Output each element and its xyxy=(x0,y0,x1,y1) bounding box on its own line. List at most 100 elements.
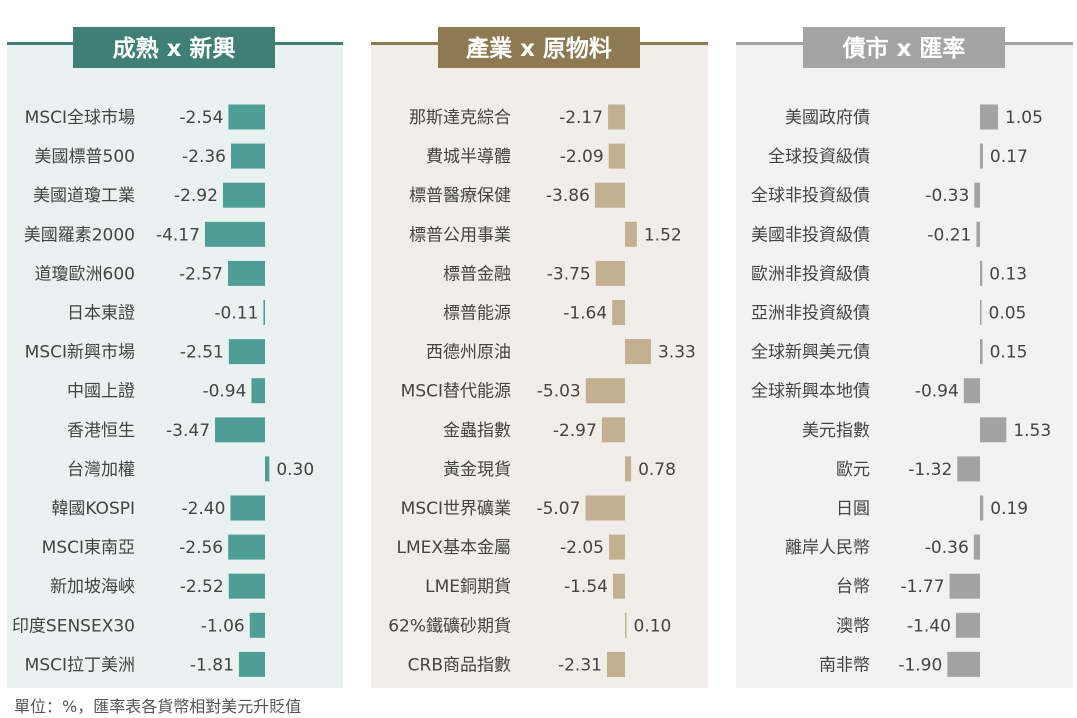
category-label: LMEX基本金屬 xyxy=(396,538,511,558)
value-label: -1.81 xyxy=(190,655,234,675)
panel-title-box xyxy=(803,27,1005,68)
bar xyxy=(585,378,625,404)
bar xyxy=(230,495,265,521)
value-label: -2.36 xyxy=(182,147,226,167)
bar xyxy=(625,339,651,365)
value-label: 1.52 xyxy=(644,225,682,245)
value-label: -2.97 xyxy=(553,421,597,441)
value-label: -3.86 xyxy=(546,186,590,206)
bar xyxy=(612,573,625,599)
value-label: 1.53 xyxy=(1013,421,1051,441)
category-label: 南非幣 xyxy=(819,655,870,675)
bar xyxy=(949,573,980,599)
bar xyxy=(976,221,980,247)
category-label: 美國政府債 xyxy=(785,108,870,128)
category-label: 日圓 xyxy=(836,499,870,519)
bar xyxy=(249,612,265,638)
bar xyxy=(227,260,265,286)
category-label: 日本東證 xyxy=(67,304,135,324)
value-label: 3.33 xyxy=(658,343,696,363)
category-label: LME銅期貨 xyxy=(425,577,511,597)
value-label: -1.40 xyxy=(907,616,951,636)
value-label: -1.06 xyxy=(201,616,245,636)
bar xyxy=(980,339,983,365)
bar xyxy=(980,417,1007,443)
category-label: 離岸人民幣 xyxy=(785,538,870,558)
bar xyxy=(606,651,625,677)
value-label: -1.90 xyxy=(898,655,942,675)
category-label: MSCI拉丁美洲 xyxy=(25,655,135,675)
category-label: 標普醫療保健 xyxy=(409,186,511,206)
bar xyxy=(204,221,265,247)
category-label: 香港恒生 xyxy=(67,421,135,441)
bar xyxy=(595,260,625,286)
panel-background xyxy=(736,44,1073,688)
bar xyxy=(955,612,980,638)
category-label: 澳幣 xyxy=(836,616,870,636)
bar xyxy=(980,495,984,521)
category-label: 全球新興美元債 xyxy=(751,343,870,363)
category-label: 韓國KOSPI xyxy=(51,499,135,519)
bar xyxy=(980,260,983,286)
value-label: -2.09 xyxy=(560,147,604,167)
value-label: -3.47 xyxy=(166,421,210,441)
category-label: 亞洲非投資級債 xyxy=(751,304,870,324)
panel-title: 成熟 x 新興 xyxy=(113,35,236,62)
category-label: 歐洲非投資級債 xyxy=(751,264,870,284)
value-label: -2.56 xyxy=(179,538,223,558)
value-label: -0.21 xyxy=(927,225,971,245)
value-label: 0.30 xyxy=(276,460,314,480)
value-label: -3.75 xyxy=(547,264,591,284)
bar xyxy=(947,651,980,677)
category-label: 美國羅素2000 xyxy=(24,225,135,245)
value-label: -2.31 xyxy=(558,655,602,675)
value-label: -1.32 xyxy=(908,460,952,480)
bar xyxy=(980,104,999,130)
category-label: MSCI替代能源 xyxy=(401,382,511,402)
value-label: -0.11 xyxy=(214,304,258,324)
category-label: CRB商品指數 xyxy=(408,655,511,675)
footnote: 單位：%，匯率表各貨幣相對美元升貶值 xyxy=(14,697,302,716)
panel-title: 債市 x 匯率 xyxy=(842,35,966,62)
bar xyxy=(608,104,625,130)
bar xyxy=(608,143,625,169)
category-label: 新加坡海峽 xyxy=(50,577,135,597)
bar xyxy=(251,378,265,404)
category-label: 道瓊歐洲600 xyxy=(35,264,135,284)
value-label: -2.17 xyxy=(559,108,603,128)
category-label: MSCI新興市場 xyxy=(25,343,135,363)
bar xyxy=(980,300,982,325)
bar xyxy=(228,573,265,599)
category-label: 標普金融 xyxy=(443,264,511,284)
panel-title-box xyxy=(73,27,275,68)
bar xyxy=(980,143,983,169)
value-label: 0.19 xyxy=(990,499,1028,519)
category-label: MSCI世界礦業 xyxy=(401,499,511,519)
bar xyxy=(601,417,625,443)
value-label: -2.51 xyxy=(180,343,224,363)
bar xyxy=(625,612,627,638)
category-label: 標普能源 xyxy=(443,304,511,324)
value-label: 0.13 xyxy=(989,264,1027,284)
bar xyxy=(625,456,632,482)
bar xyxy=(263,300,265,325)
category-label: 台灣加權 xyxy=(67,460,135,480)
bar xyxy=(265,456,270,482)
bar xyxy=(963,378,980,404)
value-label: -0.36 xyxy=(925,538,969,558)
category-label: 歐元 xyxy=(836,460,870,480)
category-label: 美國道瓊工業 xyxy=(33,186,135,206)
value-label: -1.54 xyxy=(564,577,608,597)
value-label: -2.92 xyxy=(174,186,218,206)
category-label: 中國上證 xyxy=(67,382,135,402)
value-label: 1.05 xyxy=(1005,108,1043,128)
category-label: 美國標普500 xyxy=(35,147,135,167)
value-label: -2.05 xyxy=(560,538,604,558)
category-label: 那斯達克綜合 xyxy=(409,108,511,128)
panel-title: 產業 x 原物料 xyxy=(466,35,612,62)
value-label: 0.78 xyxy=(638,460,676,480)
category-label: 全球新興本地債 xyxy=(751,382,870,402)
value-label: -1.77 xyxy=(901,577,945,597)
bar xyxy=(228,104,265,130)
